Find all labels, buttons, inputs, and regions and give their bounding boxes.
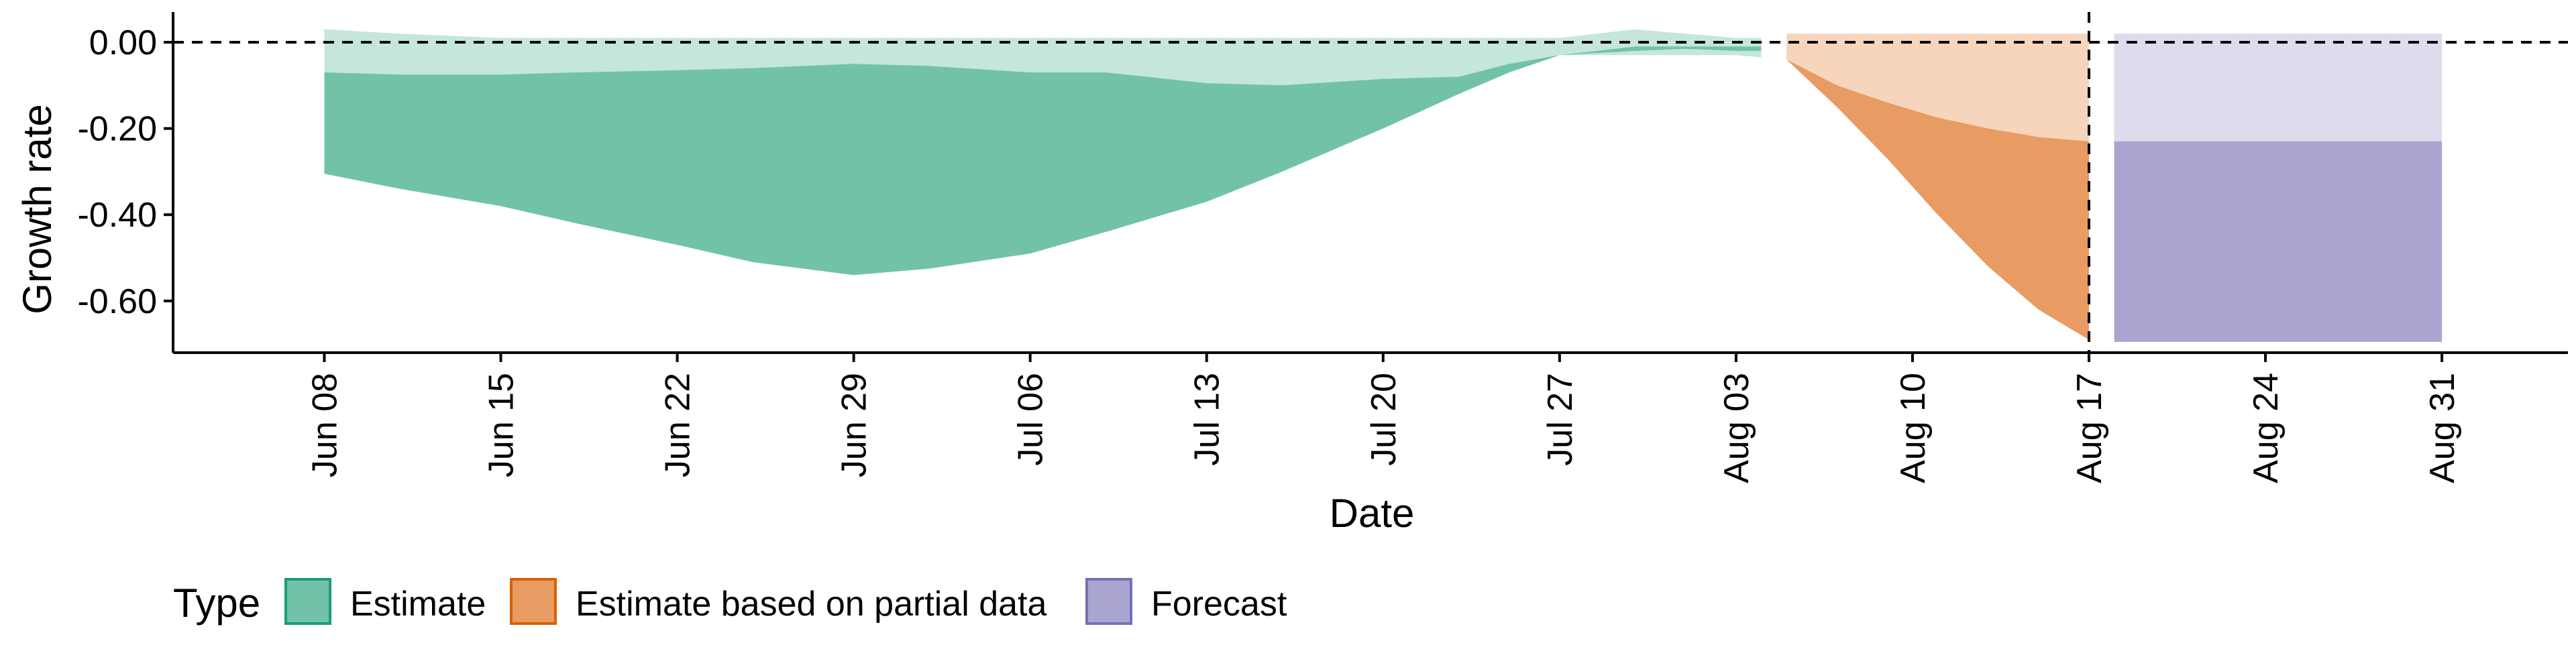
- legend-title: Type: [173, 581, 260, 626]
- series-bands: [324, 29, 2443, 342]
- legend-key-estimate: [284, 578, 331, 625]
- x-tick-label: Aug 03: [1717, 373, 1756, 483]
- y-tick-label: 0.00: [89, 23, 157, 62]
- axes: 0.00 -0.20 -0.40 -0.60 Jun 08 Jun 15 Jun 22 Jun…: [77, 12, 2568, 483]
- x-tick-label: Jun 22: [659, 373, 698, 477]
- x-tick-label: Jun 08: [305, 373, 344, 477]
- x-tick-label: Aug 31: [2423, 373, 2462, 483]
- x-tick-label: Aug 10: [1894, 373, 1933, 483]
- legend-label-estimate: Estimate: [350, 585, 486, 624]
- x-tick-label: Aug 17: [2070, 373, 2109, 483]
- y-tick-label: -0.40: [77, 196, 157, 235]
- band-inner-forecast: [2114, 141, 2443, 342]
- y-tick-label: -0.60: [77, 282, 157, 321]
- legend-key-forecast: [1085, 578, 1132, 625]
- x-tick-label: Jun 15: [482, 373, 521, 477]
- y-axis-title: Growth rate: [15, 104, 60, 314]
- x-tick-label: Jul 20: [1364, 373, 1403, 466]
- y-tick-label: -0.20: [77, 110, 157, 149]
- band-inner-estimate: [324, 46, 1762, 276]
- x-tick-label: Aug 24: [2247, 373, 2286, 483]
- x-axis-title: Date: [1330, 491, 1415, 536]
- legend-label-estimate-based-on-partial-data: Estimate based on partial data: [576, 585, 1047, 624]
- reference-lines: [173, 12, 2568, 353]
- x-tick-label: Jul 27: [1541, 373, 1580, 466]
- x-tick-label: Jun 29: [835, 373, 874, 477]
- x-tick-label: Jul 13: [1188, 373, 1227, 466]
- legend-label-forecast: Forecast: [1151, 585, 1287, 624]
- legend-key-estimate-based-on-partial-data: [510, 578, 557, 625]
- x-tick-label: Jul 06: [1012, 373, 1051, 466]
- band-inner-estimate-based-on-partial-data: [1786, 59, 2089, 340]
- legend: Type Estimate Estimate based on partial d…: [173, 578, 1287, 626]
